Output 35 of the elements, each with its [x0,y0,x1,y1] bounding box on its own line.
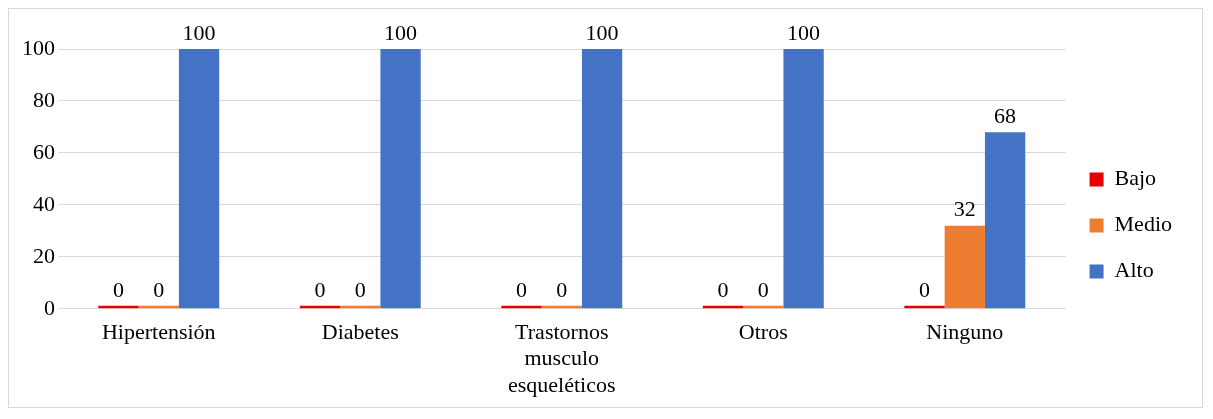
x-tick-label: Otros [738,318,788,344]
data-label: 0 [556,276,568,302]
data-label: 0 [515,276,527,302]
bar [984,132,1026,309]
data-label: 0 [314,276,326,302]
legend-label: Alto [1114,257,1154,283]
data-label: 100 [384,19,418,45]
bar [581,49,623,309]
bar [380,49,421,309]
data-label: 100 [182,19,216,45]
data-label: 0 [717,276,729,302]
x-tick-label: Ninguno [926,318,1004,344]
y-tick-label: 0 [44,294,55,320]
x-tick-label: Diabetes [321,318,399,344]
x-tick-label: Hipertensión [101,318,216,344]
bar [944,225,985,309]
legend-label: Bajo [1114,165,1157,191]
y-tick-label: 60 [33,138,55,164]
data-label: 0 [919,276,930,302]
x-tick-label: Trastornos musculo esqueléticos [508,318,616,397]
y-tick-label: 40 [33,190,55,216]
data-label: 100 [585,19,619,45]
data-label: 0 [153,276,165,302]
data-label: 100 [787,19,821,45]
data-label: 68 [994,102,1017,128]
y-tick-label: 20 [33,242,55,268]
legend-label: Medio [1114,211,1173,237]
y-tick-label: 80 [33,86,55,112]
data-label: 0 [354,276,366,302]
bar [783,49,824,309]
data-label: 0 [112,276,124,302]
data-label: 0 [757,276,769,302]
y-tick-label: 100 [22,34,55,60]
data-label: 32 [953,196,976,222]
bar [178,49,220,309]
